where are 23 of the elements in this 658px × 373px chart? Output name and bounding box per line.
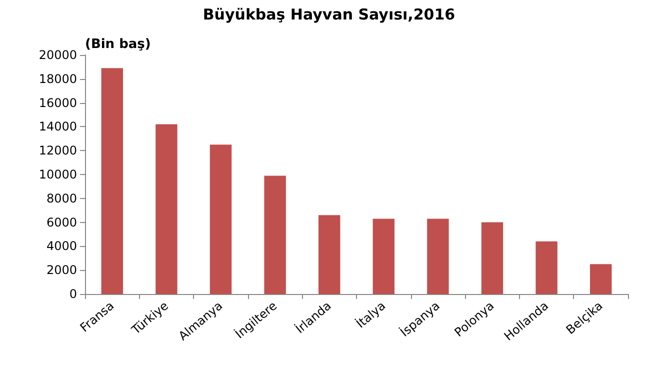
bar (372, 218, 395, 294)
y-tick-label: 8000 (46, 191, 77, 206)
y-tick-label: 0 (69, 287, 77, 301)
bar (156, 124, 178, 294)
y-tick-label: 2000 (46, 263, 77, 278)
y-tick-label: 18000 (38, 72, 77, 86)
bar (318, 215, 340, 294)
bar (536, 241, 558, 294)
bar (427, 218, 449, 294)
chart-title: Büyükbaş Hayvan Sayısı,2016 (202, 6, 456, 24)
y-axis-title: (Bin baş) (85, 37, 151, 52)
y-tick-label: 10000 (38, 168, 77, 182)
bar (481, 222, 504, 294)
y-tick-label: 12000 (38, 144, 77, 158)
bar (264, 176, 286, 294)
y-tick-label: 4000 (46, 239, 77, 254)
y-tick-label: 14000 (38, 120, 77, 134)
bar (210, 144, 232, 294)
bar (101, 68, 124, 294)
y-tick-label: 20000 (38, 48, 77, 62)
y-tick-label: 16000 (38, 96, 77, 110)
y-tick-label: 6000 (46, 215, 77, 230)
bar (590, 264, 612, 294)
